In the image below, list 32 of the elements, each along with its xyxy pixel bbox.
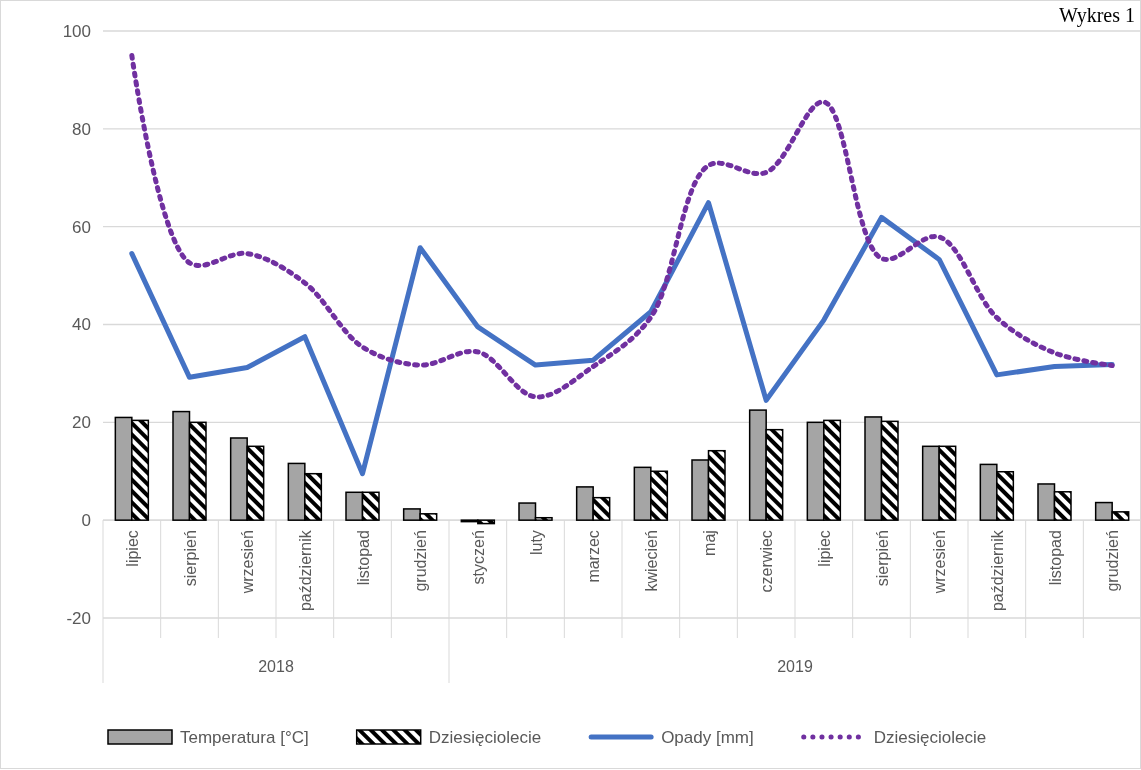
y-tick-label: 20 bbox=[72, 413, 91, 433]
legend-label: Dziesięciolecie bbox=[873, 728, 987, 747]
legend-label: Dziesięciolecie bbox=[428, 728, 542, 747]
y-tick-label: 60 bbox=[72, 217, 91, 237]
x-tick-label: październik bbox=[988, 529, 1006, 612]
text: 2019 bbox=[777, 658, 813, 675]
x-tick-label: luty bbox=[527, 530, 545, 556]
legend-label: Opady [mm] bbox=[661, 728, 754, 747]
x-tick-label: lipiec bbox=[123, 530, 141, 567]
x-tick-label: maj bbox=[700, 530, 718, 556]
x-tick-label: listopad bbox=[354, 530, 372, 586]
x-tick-label: listopad bbox=[1046, 530, 1064, 586]
x-tick-label: sierpień bbox=[181, 530, 199, 587]
x-tick-label: styczeń bbox=[469, 530, 487, 585]
y-tick-label: 80 bbox=[72, 119, 91, 139]
x-tick-label: grudzień bbox=[412, 530, 430, 592]
y-tick-label: -20 bbox=[66, 608, 91, 628]
x-tick-label: październik bbox=[296, 529, 314, 612]
x-tick-label: marzec bbox=[585, 530, 603, 583]
x-tick-label: wrzesień bbox=[239, 530, 257, 595]
x-tick-label: wrzesień bbox=[931, 530, 949, 595]
y-tick-label: 0 bbox=[81, 511, 91, 531]
x-tick-label: kwiecień bbox=[642, 530, 660, 592]
x-tick-label: lipiec bbox=[815, 530, 833, 567]
x-tick-label: grudzień bbox=[1104, 530, 1122, 592]
y-tick-label: 40 bbox=[72, 315, 91, 335]
x-tick-label: czerwiec bbox=[758, 530, 776, 593]
y-tick-label: 100 bbox=[62, 21, 91, 41]
text: 2018 bbox=[258, 658, 294, 675]
chart-title: Wykres 1 bbox=[1059, 4, 1135, 27]
x-tick-label: sierpień bbox=[873, 530, 891, 587]
legend-label: Temperatura [°C] bbox=[180, 728, 309, 747]
